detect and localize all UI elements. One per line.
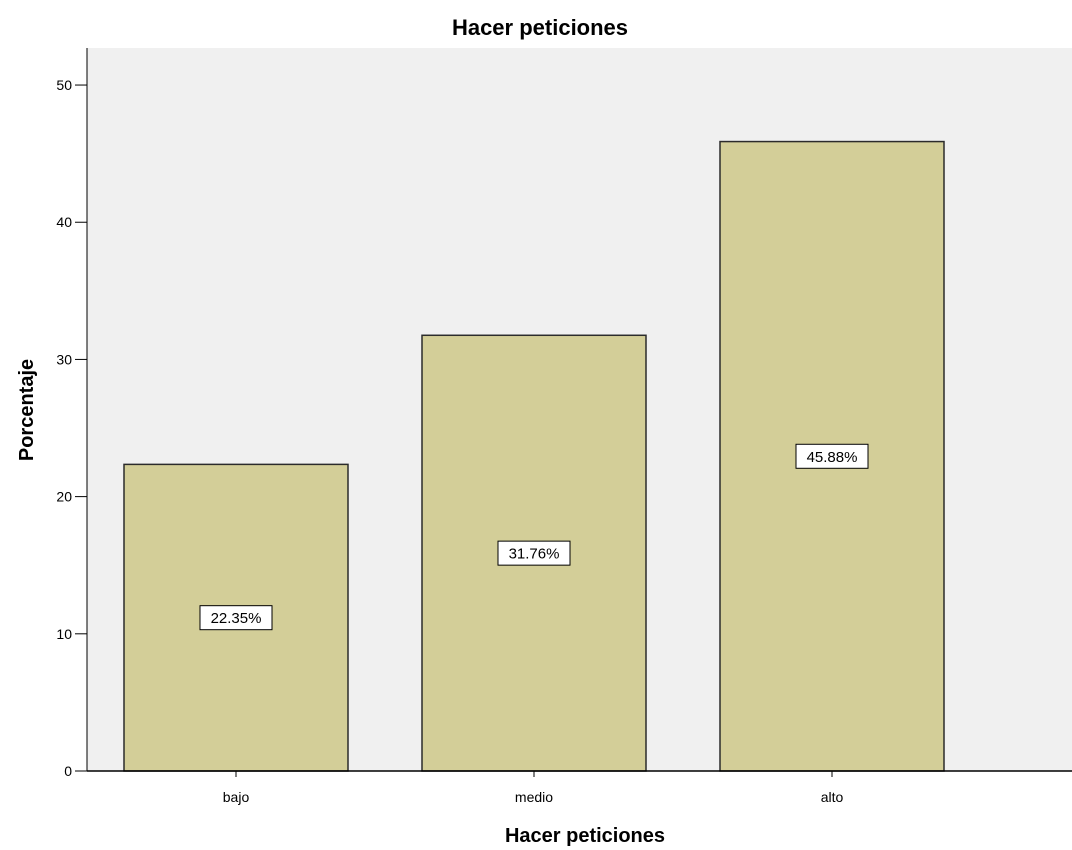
data-label-bajo: 22.35% xyxy=(199,605,273,631)
y-tick-label: 50 xyxy=(56,77,72,93)
data-label-box xyxy=(199,605,273,631)
y-tick-label: 40 xyxy=(56,214,72,230)
data-label-medio: 31.76% xyxy=(497,540,571,566)
data-label-alto: 45.88% xyxy=(795,443,869,469)
data-label-box xyxy=(497,540,571,566)
x-tick-label: medio xyxy=(515,789,553,805)
y-tick-label: 0 xyxy=(64,763,72,779)
y-tick-label: 10 xyxy=(56,626,72,642)
data-label-text: 22.35% xyxy=(211,610,262,627)
y-tick-label: 30 xyxy=(56,351,72,367)
x-axis-title: Hacer peticiones xyxy=(505,825,665,847)
chart-title: Hacer peticiones xyxy=(452,15,628,40)
data-label-box xyxy=(795,443,869,469)
x-tick-label: alto xyxy=(821,789,844,805)
x-tick-label: bajo xyxy=(223,789,250,805)
y-axis-title: Porcentaje xyxy=(16,359,38,461)
data-label-text: 31.76% xyxy=(509,546,560,563)
data-label-text: 45.88% xyxy=(807,449,858,466)
y-tick-label: 20 xyxy=(56,489,72,505)
